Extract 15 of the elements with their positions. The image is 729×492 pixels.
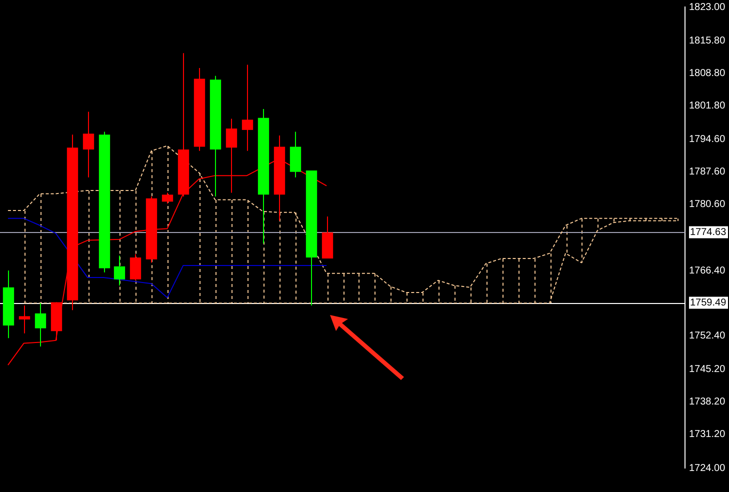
y-tick-label: 1766.40 (689, 265, 726, 276)
y-tick-label: 1780.60 (689, 199, 726, 210)
y-tick-label: 1738.20 (689, 396, 726, 408)
y-tick-label: 1823.00 (689, 2, 726, 13)
y-tick-label: 1731.20 (689, 429, 726, 440)
y-tick-label: 1801.80 (689, 100, 726, 112)
y-tick-label: 1724.00 (689, 462, 726, 474)
y-tick-label: 1815.80 (689, 35, 726, 46)
y-tick-label: 1808.80 (689, 68, 726, 79)
y-tick-label: 1745.20 (689, 364, 726, 376)
ref-line-label: 1774.63 (690, 226, 727, 238)
ref-line-label: 1759.49 (690, 297, 727, 308)
y-tick-label: 1752.40 (689, 330, 726, 342)
y-tick-label: 1787.60 (689, 166, 726, 178)
y-tick-label: 1794.60 (689, 134, 726, 145)
